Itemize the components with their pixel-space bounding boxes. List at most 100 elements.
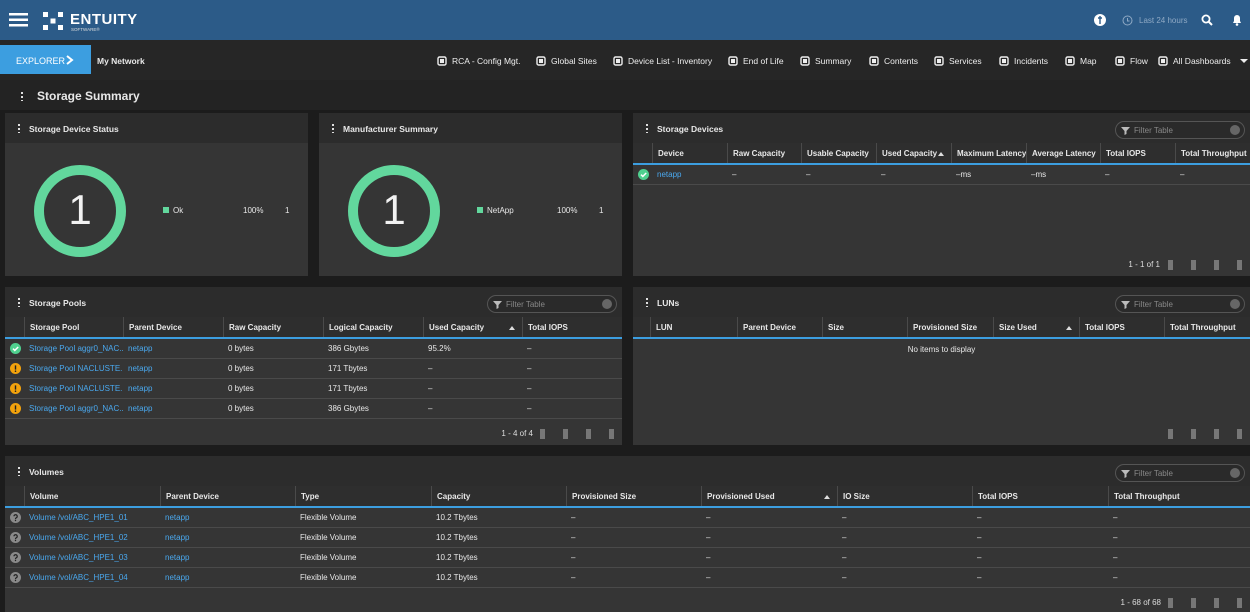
table-cell[interactable]: netapp [128, 364, 153, 373]
tab-icon [999, 56, 1009, 66]
panel-menu[interactable] [18, 123, 20, 133]
storage-devices-panel: Storage Devices Filter Table Device Raw Cap… [633, 113, 1250, 276]
column-header[interactable]: Provisioned Size [907, 317, 993, 337]
menu-button[interactable] [9, 13, 28, 27]
panel-menu[interactable] [332, 123, 334, 133]
table-cell[interactable]: netapp [128, 344, 153, 353]
pager-buttons[interactable] [1168, 260, 1248, 270]
nav-tab[interactable]: Summary [800, 56, 851, 66]
column-header[interactable]: Total IOPS [1100, 143, 1175, 163]
column-header[interactable]: Logical Capacity [323, 317, 423, 337]
column-header[interactable]: Raw Capacity [727, 143, 801, 163]
column-header[interactable]: Total IOPS [972, 486, 1108, 506]
column-header[interactable]: Total IOPS [1079, 317, 1164, 337]
nav-tab[interactable]: Contents [869, 56, 918, 66]
column-header[interactable]: Parent Device [737, 317, 822, 337]
column-label: IO Size [843, 491, 870, 501]
search-icon[interactable] [1201, 14, 1213, 26]
time-range[interactable]: Last 24 hours [1139, 16, 1188, 25]
table-cell[interactable]: Volume /vol/ABC_HPE1_01 [29, 513, 128, 522]
table-cell: – [428, 384, 433, 393]
panel-menu[interactable] [18, 466, 20, 476]
column-header[interactable]: Size Used [993, 317, 1079, 337]
column-header[interactable]: Raw Capacity [223, 317, 323, 337]
nav-tab[interactable]: End of Life [728, 56, 784, 66]
table-cell[interactable]: netapp [165, 513, 190, 522]
column-header[interactable]: Storage Pool [24, 317, 123, 337]
column-header[interactable]: Device [652, 143, 727, 163]
nav-tab[interactable]: RCA - Config Mgt. [437, 56, 521, 66]
nav-tab[interactable]: Services [934, 56, 982, 66]
volumes-panel: Volumes Filter Table Volume Parent Device Ty… [5, 456, 1250, 612]
explorer-button[interactable]: EXPLORER [0, 45, 91, 74]
filter-icon [493, 301, 502, 309]
filter-input[interactable]: Filter Table [1115, 121, 1245, 139]
nav-tab[interactable]: Flow [1115, 56, 1148, 66]
table-cell[interactable]: Storage Pool aggr0_NAC... [29, 404, 123, 413]
table-cell: – [1113, 533, 1118, 542]
column-header[interactable]: Total Throughput [1108, 486, 1245, 506]
column-header[interactable]: Usable Capacity [801, 143, 876, 163]
table-cell[interactable]: netapp [165, 553, 190, 562]
nav-tab[interactable]: Map [1065, 56, 1097, 66]
page-menu[interactable] [21, 91, 23, 101]
table-cell[interactable]: Storage Pool NACLUSTE... [29, 384, 123, 393]
panel-menu[interactable] [646, 123, 648, 133]
column-header[interactable]: Provisioned Size [566, 486, 701, 506]
column-header[interactable]: Total Throughput [1164, 317, 1250, 337]
nav-tab[interactable]: Global Sites [536, 56, 597, 66]
pager-buttons[interactable] [1168, 429, 1248, 439]
header-spacer [5, 486, 24, 506]
tab-icon [728, 56, 738, 66]
pager-buttons[interactable] [540, 429, 620, 439]
notifications-icon[interactable] [1231, 14, 1243, 26]
tab-label: Device List - Inventory [628, 56, 713, 66]
table-cell[interactable]: netapp [165, 573, 190, 582]
nav-tab[interactable]: All Dashboards [1158, 56, 1249, 66]
column-header[interactable]: Used Capacity [876, 143, 951, 163]
column-header[interactable]: Average Latency [1026, 143, 1100, 163]
donut-ring [348, 165, 440, 257]
column-label: Raw Capacity [229, 322, 282, 332]
table-row: Storage Pool aggr0_NAC... netapp 0 bytes 38… [5, 399, 622, 419]
filter-input[interactable]: Filter Table [1115, 464, 1245, 482]
column-header[interactable]: Used Capacity [423, 317, 522, 337]
column-header[interactable]: IO Size [837, 486, 972, 506]
status-cell [633, 165, 652, 184]
column-header[interactable]: Size [822, 317, 907, 337]
filter-input[interactable]: Filter Table [487, 295, 617, 313]
status-icon[interactable] [1094, 14, 1106, 26]
panel-menu[interactable] [646, 297, 648, 307]
pager-buttons[interactable] [1168, 598, 1248, 608]
table-cell[interactable]: Volume /vol/ABC_HPE1_02 [29, 533, 128, 542]
table-cell: – [1180, 170, 1185, 179]
column-header[interactable]: Volume [24, 486, 160, 506]
column-header[interactable]: Maximum Latency [951, 143, 1026, 163]
table-cell[interactable]: netapp [657, 170, 682, 179]
column-header[interactable]: Capacity [431, 486, 566, 506]
table-cell[interactable]: Volume /vol/ABC_HPE1_03 [29, 553, 128, 562]
table-cell[interactable]: Volume /vol/ABC_HPE1_04 [29, 573, 128, 582]
column-header[interactable]: LUN [650, 317, 737, 337]
column-header[interactable]: Total Throughput [1175, 143, 1250, 163]
column-header[interactable]: Type [295, 486, 431, 506]
column-label: Provisioned Size [572, 491, 637, 501]
panel-menu[interactable] [18, 297, 20, 307]
table-cell[interactable]: netapp [128, 384, 153, 393]
column-header[interactable]: Parent Device [160, 486, 295, 506]
nav-tab[interactable]: Incidents [999, 56, 1048, 66]
column-header[interactable]: Total IOPS [522, 317, 622, 337]
column-header[interactable]: Provisioned Used [701, 486, 837, 506]
pager-label: 1 - 68 of 68 [1120, 598, 1161, 607]
table-cell[interactable]: Storage Pool aggr0_NAC... [29, 344, 123, 353]
table-cell: Flexible Volume [300, 533, 357, 542]
table-cell: – [527, 404, 532, 413]
nav-tab[interactable]: Device List - Inventory [613, 56, 712, 66]
table-cell[interactable]: netapp [128, 404, 153, 413]
table-cell[interactable]: Storage Pool NACLUSTE... [29, 364, 123, 373]
column-label: Total Throughput [1181, 148, 1247, 158]
table-cell: – [706, 573, 711, 582]
filter-input[interactable]: Filter Table [1115, 295, 1245, 313]
column-header[interactable]: Parent Device [123, 317, 223, 337]
table-cell[interactable]: netapp [165, 533, 190, 542]
